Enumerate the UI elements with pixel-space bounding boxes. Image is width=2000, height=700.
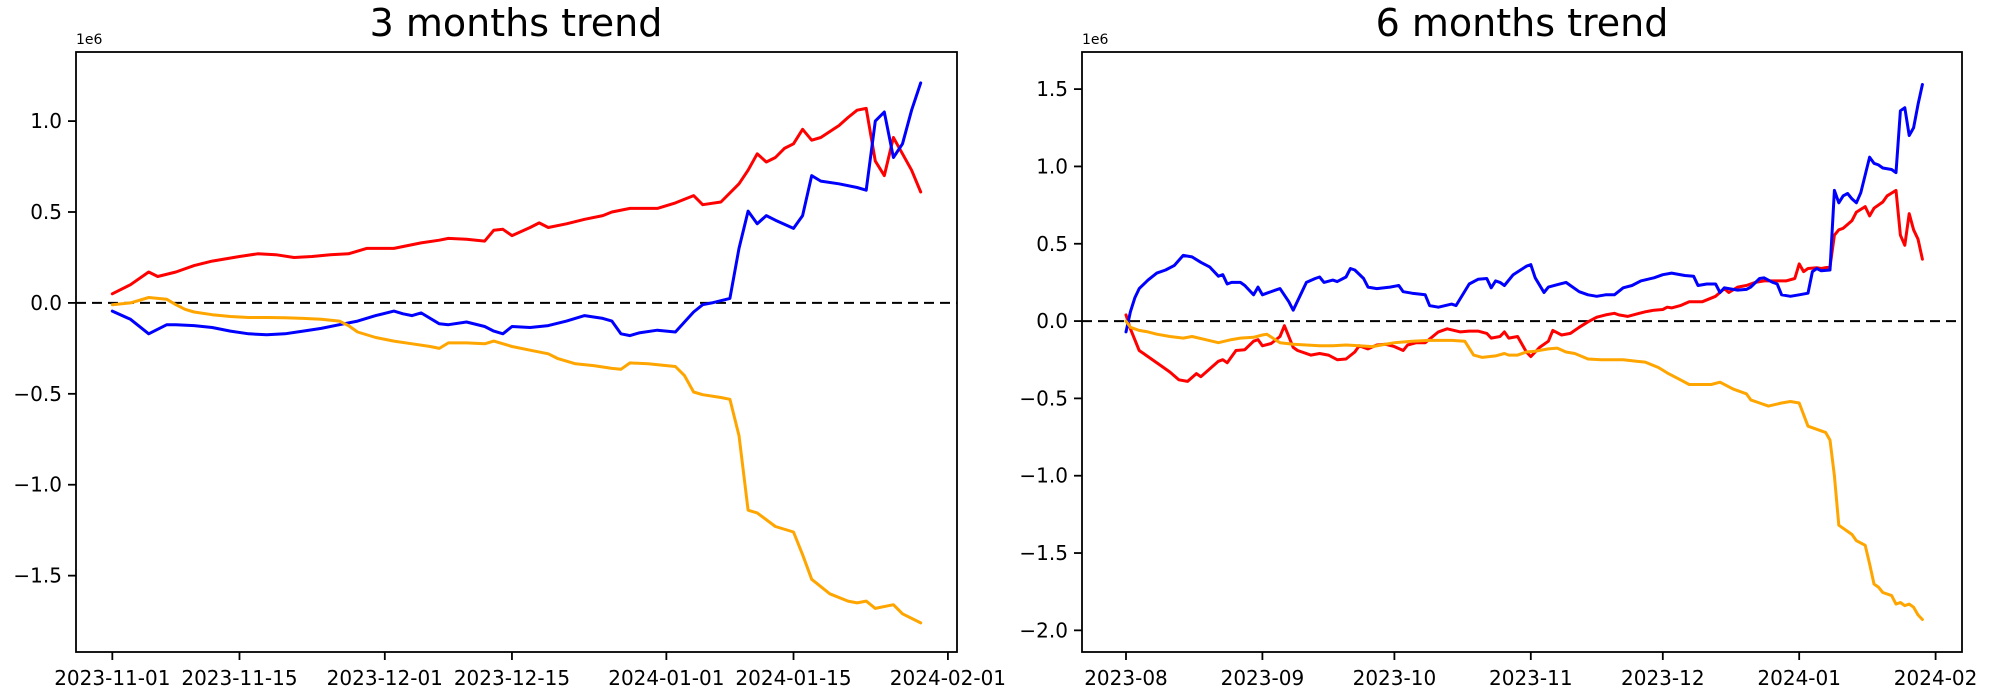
y-tick-label: −2.0: [1019, 618, 1068, 642]
x-tick-label: 2023-11: [1489, 666, 1573, 690]
x-tick-label: 2023-10: [1353, 666, 1437, 690]
x-tick-label: 2023-11-01: [54, 666, 170, 690]
y-tick-label: 0.5: [1036, 232, 1068, 256]
x-tick-label: 2024-01-01: [608, 666, 724, 690]
y-tick-label: 0.5: [30, 200, 62, 224]
x-tick-label: 2023-11-15: [181, 666, 297, 690]
x-tick-label: 2023-12-01: [327, 666, 443, 690]
line-orange-series: [110, 296, 923, 625]
x-tick-label: 2024-01: [1757, 666, 1841, 690]
x-tick-label: 2024-02: [1894, 666, 1978, 690]
y-axis-multiplier-label: 1e6: [76, 32, 103, 48]
y-tick-label: −1.5: [1019, 541, 1068, 565]
y-tick-label: −1.5: [13, 564, 62, 588]
y-tick-label: 1.5: [1036, 77, 1068, 101]
axes-frame: [75, 51, 958, 653]
x-tick-label: 2023-08: [1084, 666, 1168, 690]
x-tick-label: 2023-12-15: [454, 666, 570, 690]
y-tick-label: 1.0: [30, 109, 62, 133]
y-tick-label: 0.0: [30, 291, 62, 315]
chart-1: 2023-08 2023-09 2023-10 2023-11 2023-12 2024-…: [1019, 32, 1977, 690]
chart-0: 2023-11-01 2023-11-15 2023-12-01 2023-12-15…: [13, 32, 1006, 690]
y-tick-label: −1.0: [13, 473, 62, 497]
line-blue-series: [110, 81, 923, 338]
chart-title-3-months: 3 months trend: [369, 1, 663, 45]
y-tick-label: 1.0: [1036, 154, 1068, 178]
y-tick-label: 0.0: [1036, 309, 1068, 333]
chart-title-6-months: 6 months trend: [1375, 1, 1669, 45]
line-red-series: [110, 106, 923, 296]
y-tick-label: −0.5: [13, 382, 62, 406]
line-blue-series: [1124, 83, 1924, 334]
y-tick-label: −1.0: [1019, 464, 1068, 488]
axes-frame: [1081, 51, 1963, 653]
x-tick-label: 2024-01-15: [735, 666, 851, 690]
x-tick-label: 2023-09: [1221, 666, 1305, 690]
line-orange-series: [1124, 319, 1924, 621]
x-tick-label: 2023-12: [1621, 666, 1705, 690]
x-tick-label: 2024-02-01: [890, 666, 1006, 690]
y-tick-label: −0.5: [1019, 386, 1068, 410]
y-axis-multiplier-label: 1e6: [1082, 32, 1109, 48]
line-red-series: [1124, 188, 1924, 383]
